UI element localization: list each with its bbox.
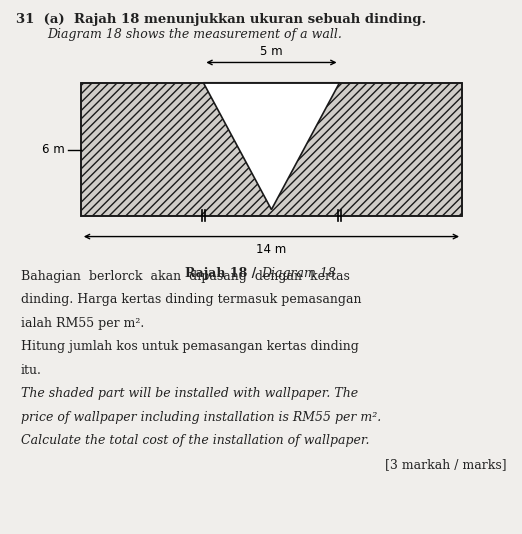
Text: dinding. Harga kertas dinding termasuk pemasangan: dinding. Harga kertas dinding termasuk p… xyxy=(21,293,361,306)
Text: 5 m: 5 m xyxy=(260,45,283,58)
Text: [3 markah / marks]: [3 markah / marks] xyxy=(385,458,506,470)
Polygon shape xyxy=(81,83,462,216)
Text: itu.: itu. xyxy=(21,364,42,376)
Text: ialah RM55 per m².: ialah RM55 per m². xyxy=(21,317,144,329)
Text: Hitung jumlah kos untuk pemasangan kertas dinding: Hitung jumlah kos untuk pemasangan kerta… xyxy=(21,340,359,353)
Text: Calculate the total cost of the installation of wallpaper.: Calculate the total cost of the installa… xyxy=(21,434,370,447)
Text: Diagram 18: Diagram 18 xyxy=(261,267,336,280)
Text: 6 m: 6 m xyxy=(42,143,65,156)
Text: The shaded part will be installed with wallpaper. The: The shaded part will be installed with w… xyxy=(21,387,358,400)
Text: Diagram 18 shows the measurement of a wall.: Diagram 18 shows the measurement of a wa… xyxy=(47,28,342,41)
Text: price of wallpaper including installation is RM55 per m².: price of wallpaper including installatio… xyxy=(21,411,381,423)
Text: Bahagian  berlorck  akan  dipasang  dengan  kertas: Bahagian berlorck akan dipasang dengan k… xyxy=(21,270,350,282)
Polygon shape xyxy=(204,83,339,210)
Text: Rajah 18 /: Rajah 18 / xyxy=(185,267,261,280)
Text: 31  (a)  Rajah 18 menunjukkan ukuran sebuah dinding.: 31 (a) Rajah 18 menunjukkan ukuran sebua… xyxy=(16,13,426,26)
Text: 14 m: 14 m xyxy=(256,243,287,256)
